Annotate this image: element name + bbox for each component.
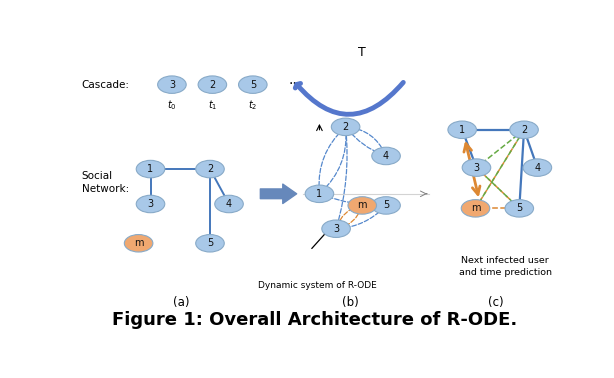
Circle shape [124,234,153,252]
Text: 5: 5 [383,200,389,211]
Circle shape [462,159,491,176]
Text: (c): (c) [488,296,503,310]
Circle shape [322,220,351,237]
Text: 2: 2 [207,164,213,174]
Text: (a): (a) [173,296,190,310]
Text: $t_2$: $t_2$ [248,98,257,112]
Text: Next infected user
and time prediction: Next infected user and time prediction [459,256,551,277]
Text: Figure 1: Overall Architecture of R-ODE.: Figure 1: Overall Architecture of R-ODE. [112,311,518,329]
Circle shape [348,197,376,214]
Text: Dynamic system of R-ODE: Dynamic system of R-ODE [258,281,376,290]
Text: 3: 3 [473,163,480,173]
Text: 2: 2 [209,80,216,90]
Text: m: m [357,200,367,211]
Circle shape [332,118,360,136]
Circle shape [523,159,551,176]
Text: 2: 2 [343,122,349,132]
Circle shape [305,185,334,203]
Text: 1: 1 [147,164,154,174]
Text: 4: 4 [534,163,540,173]
Text: 3: 3 [147,199,154,209]
Circle shape [239,76,267,93]
Circle shape [461,200,490,217]
Text: Social
Network:: Social Network: [82,170,129,194]
Circle shape [196,160,224,178]
Text: 1: 1 [316,189,322,199]
Text: m: m [471,203,480,213]
FancyArrowPatch shape [260,184,297,203]
Text: 4: 4 [226,199,232,209]
Circle shape [372,147,400,165]
Text: 3: 3 [333,224,339,234]
Text: $t_1$: $t_1$ [208,98,217,112]
Circle shape [196,234,224,252]
Circle shape [198,76,227,93]
Text: 4: 4 [383,151,389,161]
Circle shape [372,197,400,214]
Circle shape [215,195,243,213]
Text: m: m [134,238,143,248]
Text: 2: 2 [521,125,527,135]
Text: Cascade:: Cascade: [82,80,130,90]
Circle shape [448,121,476,138]
Circle shape [136,160,165,178]
Text: 5: 5 [516,203,523,213]
Circle shape [136,195,165,213]
Circle shape [158,76,186,93]
Text: $t_0$: $t_0$ [167,98,177,112]
Text: 5: 5 [207,238,213,248]
Text: 3: 3 [169,80,175,90]
Text: ···: ··· [289,77,301,91]
Text: 5: 5 [250,80,256,90]
Text: (b): (b) [342,296,359,310]
Circle shape [505,200,534,217]
Text: T: T [359,46,366,59]
Circle shape [510,121,538,138]
Text: 1: 1 [459,125,465,135]
